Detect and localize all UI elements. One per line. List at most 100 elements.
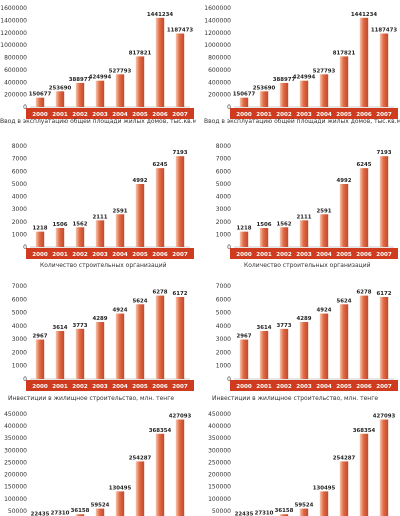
value-label-2001: 1506 [256, 222, 271, 228]
bar-2000 [35, 339, 45, 379]
x-tick-label-2006: 2006 [356, 384, 372, 390]
value-label-2004: 4924 [316, 308, 331, 314]
value-label-2005: 254287 [333, 455, 356, 461]
chart-fourth-right: 0500001000001500002000002500003000003500… [208, 411, 396, 516]
value-label-2003: 4289 [92, 316, 107, 322]
bar-2001 [259, 330, 269, 379]
chart-housing-area-right: 0 200000 400000 600000 800000 1000000 1200000 1… [204, 5, 398, 119]
bar-2007 [175, 419, 185, 516]
bar-2004 [319, 214, 329, 247]
chart-caption: Инвестиции в жилищное строительство, млн… [8, 395, 175, 402]
bar-2003 [95, 322, 105, 379]
y-tick-label: 200000 [208, 92, 231, 99]
x-tick-label-2006: 2006 [152, 252, 168, 258]
y-tick-label: 450000 [4, 411, 27, 418]
bar-2003 [95, 508, 105, 516]
bar-2003 [299, 220, 309, 247]
value-label-2000: 1218 [236, 226, 251, 232]
value-label-2005: 5624 [336, 298, 351, 304]
y-tick-label: 250000 [4, 459, 27, 466]
value-label-2006: 1441234 [351, 12, 378, 18]
value-label-2001: 27310 [51, 510, 70, 516]
bar-2004 [319, 74, 329, 107]
value-label-2005: 817821 [333, 50, 356, 56]
x-tick-label-2000: 2000 [236, 252, 252, 258]
value-label-2002: 1562 [276, 221, 291, 227]
x-axis-band [26, 248, 194, 259]
bar-2006 [359, 17, 369, 107]
y-tick-label: 250000 [208, 459, 231, 466]
y-tick-label: 3000 [12, 206, 27, 213]
y-tick-label: 1000 [12, 231, 27, 238]
chart-investments-right: 0 1000 2000 3000 4000 5000 6000 7000 2967 3614 377… [216, 283, 398, 391]
x-tick-label-2004: 2004 [316, 112, 332, 118]
x-tick-label-2002: 2002 [276, 112, 292, 118]
y-tick-label: 300000 [4, 447, 27, 454]
bar-2007 [379, 156, 389, 247]
x-tick-label-2003: 2003 [296, 112, 312, 118]
y-tick-label: 200000 [4, 472, 27, 479]
x-tick-label-2000: 2000 [32, 252, 48, 258]
bar-2001 [259, 227, 269, 247]
bar-2005 [339, 304, 349, 379]
value-label-2001: 253690 [253, 85, 276, 91]
x-tick-label-2006: 2006 [152, 384, 168, 390]
value-label-2003: 59524 [295, 503, 314, 509]
y-tick-label: 1600000 [204, 5, 231, 12]
y-tick-label: 7000 [12, 283, 27, 290]
value-label-2002: 388977 [69, 77, 92, 83]
bar-2002 [75, 514, 85, 516]
bar-2001 [55, 330, 65, 379]
bar-2007 [379, 419, 389, 516]
y-tick-label: 600000 [4, 67, 27, 74]
value-label-2005: 4992 [132, 178, 147, 184]
x-axis-band [26, 380, 194, 391]
y-tick-label: 0 [227, 104, 231, 111]
y-tick-label: 50000 [212, 508, 231, 515]
bar-2007 [379, 297, 389, 379]
x-tick-label-2004: 2004 [112, 384, 128, 390]
value-label-2000: 22435 [31, 512, 50, 516]
y-tick-label: 5000 [216, 310, 231, 317]
chart-caption: Ввод в эксплуатацию общей площади жилых … [0, 118, 196, 125]
x-tick-label-2001: 2001 [52, 252, 68, 258]
y-tick-label: 3000 [216, 206, 231, 213]
y-tick-label: 800000 [208, 55, 231, 62]
value-label-2001: 253690 [49, 85, 72, 91]
value-label-2000: 2967 [32, 334, 47, 340]
y-tick-label: 2000 [216, 349, 231, 356]
chart-panel-investments-left: 0 1000 2000 3000 4000 5000 6000 7000 2967 3614 377… [0, 278, 196, 404]
value-label-2006: 368354 [149, 428, 172, 434]
x-tick-label-2007: 2007 [172, 384, 188, 390]
y-tick-label: 1400000 [0, 17, 27, 24]
bar-2006 [155, 295, 165, 379]
value-label-2003: 4289 [296, 316, 311, 322]
value-label-2000: 150677 [233, 92, 256, 98]
x-axis-band [230, 108, 398, 119]
y-tick-label: 800000 [4, 55, 27, 62]
y-tick-label: 4000 [12, 323, 27, 330]
chart-panel-housing-area-left: 0 200000 400000 600000 800000 1000000 1200000 1… [0, 0, 196, 132]
x-axis-band [230, 380, 398, 391]
bar-2002 [279, 328, 289, 379]
y-tick-label: 1400000 [204, 17, 231, 24]
bar-2006 [359, 168, 369, 247]
value-label-2004: 130495 [313, 485, 336, 491]
value-label-2006: 6245 [356, 162, 371, 168]
y-tick-label: 8000 [216, 143, 231, 150]
x-tick-label-2000: 2000 [32, 384, 48, 390]
value-label-2007: 6172 [376, 291, 391, 297]
value-label-2007: 427093 [373, 414, 396, 420]
bar-2000 [239, 339, 249, 379]
bar-2004 [115, 214, 125, 247]
x-tick-label-2000: 2000 [236, 112, 252, 118]
y-tick-label: 0 [227, 376, 231, 383]
y-tick-label: 5000 [12, 181, 27, 188]
y-tick-label: 300000 [208, 447, 231, 454]
y-tick-label: 400000 [208, 79, 231, 86]
value-label-2003: 424994 [89, 75, 112, 81]
value-label-2007: 7193 [172, 150, 187, 156]
y-tick-label: 6000 [216, 168, 231, 175]
bar-2003 [299, 508, 309, 516]
y-tick-label: 150000 [208, 484, 231, 491]
